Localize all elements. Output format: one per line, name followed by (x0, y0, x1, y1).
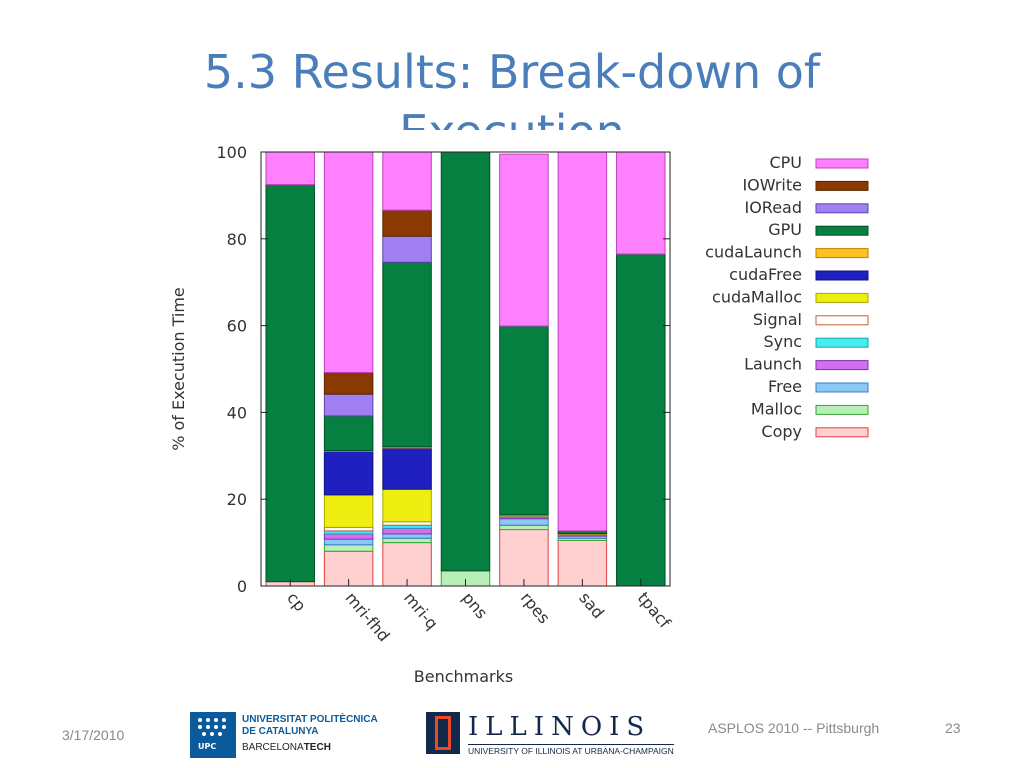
legend-swatch-cudamalloc (815, 292, 869, 303)
bar-segment-gpu-pns (440, 151, 491, 572)
legend-swatch-cpu (815, 158, 869, 169)
bar-segment-copy-rpes (499, 529, 549, 587)
slide-title-line1: 5.3 Results: Break-down of (203, 45, 821, 99)
bar-segment-gpu-tpacf (616, 253, 666, 587)
bar-segment-cpu-cp (265, 151, 315, 186)
upc-line1: UNIVERSITAT POLITÈCNICA (242, 714, 378, 725)
illinois-subtitle: UNIVERSITY OF ILLINOIS AT URBANA-CHAMPAI… (468, 744, 674, 756)
x-tick-label-cp: cp (283, 588, 310, 615)
y-tick-label: 80 (227, 230, 247, 249)
bar-segment-iowrite-mri-fhd (323, 371, 374, 395)
bar-segment-signal-mri-fhd (323, 526, 374, 532)
bar-segment-ioread-mri-q (382, 235, 432, 263)
upc-line2: DE CATALUNYA (242, 726, 319, 737)
x-tick-label-mri-q: mri-q (400, 588, 442, 633)
bar-segment-gpu-mri-fhd (323, 415, 374, 452)
slide-title-line2: Execution (0, 102, 1024, 130)
upc-line3-a: BARCELONA (242, 742, 304, 753)
bar-segment-gpu-rpes (499, 325, 549, 516)
bar-segment-malloc-mri-q (382, 537, 432, 544)
upc-mark-label: UPC (198, 742, 217, 751)
legend-label-free: Free (768, 377, 802, 396)
legend-swatch-free (815, 382, 869, 393)
x-tick-label-rpes: rpes (517, 588, 554, 627)
bar-segment-iowrite-mri-q (382, 209, 432, 237)
bar-segment-ioread-mri-fhd (323, 393, 374, 417)
bar-segment-free-rpes (499, 518, 549, 526)
legend-label-cudamalloc: cudaMalloc (712, 287, 802, 306)
bar-segment-free-mri-q (382, 533, 432, 539)
legend-label-copy: Copy (761, 422, 802, 441)
bar-segment-launch-mri-fhd (323, 533, 374, 540)
legend-swatch-ioread (815, 203, 869, 214)
bar-segment-cpu-mri-fhd (323, 151, 374, 373)
legend-swatch-cudafree (815, 270, 869, 281)
bar-segment-cpu-tpacf (616, 151, 666, 255)
stacked-bar-chart: 0 20 40 60 80 100 cp mri-fhd mri-q pns rpes sad tpac… (169, 143, 869, 686)
legend-label-iowrite: IOWrite (742, 175, 802, 194)
legend-swatch-cudalaunch (815, 248, 869, 259)
legend-label-sync: Sync (763, 332, 802, 351)
bar-segment-gpu-mri-q (382, 261, 432, 448)
slide-title: 5.3 Results: Break-down of Execution (0, 42, 1024, 130)
bar-segment-malloc-rpes (499, 524, 549, 531)
legend-swatch-launch (815, 360, 869, 371)
legend-label-cpu: CPU (769, 153, 802, 172)
upc-logo: UPC UNIVERSITAT POLITÈCNICA DE CATALUNYA… (190, 712, 400, 758)
y-tick-label: 40 (227, 403, 247, 422)
bar-segment-gpu-cp (265, 184, 315, 583)
bar-segment-cpu-sad (557, 151, 608, 532)
illinois-logo: ILLINOIS UNIVERSITY OF ILLINOIS AT URBAN… (426, 712, 686, 758)
legend-label-launch: Launch (744, 355, 802, 374)
upc-mark-icon: UPC (190, 712, 236, 758)
x-tick-label-tpacf: tpacf (634, 588, 675, 632)
bar-segment-cpu-rpes (499, 153, 549, 327)
bar-segment-malloc-mri-fhd (323, 544, 374, 552)
legend-swatch-malloc (815, 404, 869, 415)
y-tick-label: 0 (237, 577, 247, 596)
y-axis-label: % of Execution Time (169, 287, 188, 451)
legend-swatch-signal (815, 315, 869, 326)
legend-swatch-iowrite (815, 180, 869, 191)
conference-name: ASPLOS 2010 -- Pittsburgh (708, 720, 880, 736)
y-tick-label: 20 (227, 490, 247, 509)
x-tick-label-mri-fhd: mri-fhd (342, 588, 394, 645)
bar-segment-cudafree-mri-q (382, 447, 432, 490)
bar-segment-signal-mri-q (382, 521, 432, 526)
x-tick-label-sad: sad (575, 588, 608, 622)
x-axis-label: Benchmarks (414, 667, 513, 686)
upc-line3: BARCELONATECH (242, 741, 378, 755)
y-tick-label: 100 (216, 143, 247, 162)
legend-swatch-copy (815, 427, 869, 438)
slide-date: 3/17/2010 (62, 727, 125, 743)
bar-segment-cudafree-mri-fhd (323, 450, 374, 496)
upc-line3-b: TECH (303, 742, 331, 753)
illinois-block-i-icon (426, 712, 460, 754)
legend-label-gpu: GPU (768, 220, 802, 239)
x-tick-label-pns: pns (458, 588, 491, 622)
bar-segment-cudamalloc-mri-fhd (323, 494, 374, 528)
bar-segment-free-mri-fhd (323, 538, 374, 546)
legend-label-malloc: Malloc (751, 399, 802, 418)
legend-swatch-sync (815, 337, 869, 348)
legend-label-cudalaunch: cudaLaunch (705, 243, 802, 262)
bar-segment-cudamalloc-mri-q (382, 488, 432, 523)
legend-swatch-gpu (815, 225, 869, 236)
y-tick-label: 60 (227, 317, 247, 336)
bar-segment-cpu-mri-q (382, 151, 432, 211)
bar-segment-launch-mri-q (382, 527, 432, 535)
illinois-wordmark: ILLINOIS (468, 712, 652, 742)
legend-label-ioread: IORead (744, 198, 802, 217)
page-number: 23 (945, 720, 961, 736)
legend-label-cudafree: cudaFree (729, 265, 802, 284)
legend-label-signal: Signal (753, 310, 802, 329)
